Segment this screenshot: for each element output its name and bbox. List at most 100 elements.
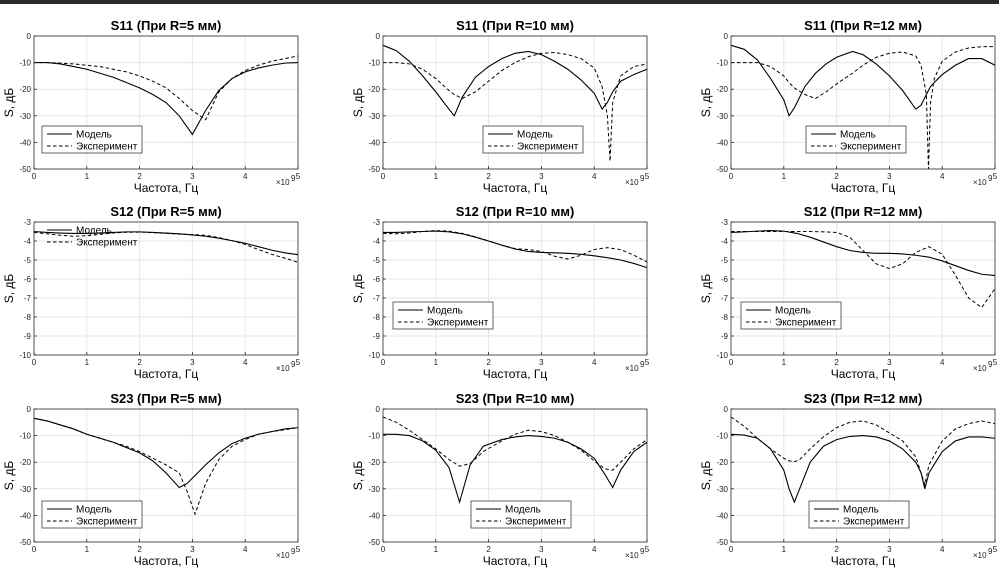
x-tick-label: 3 xyxy=(539,358,544,367)
x-tick-label: 3 xyxy=(539,172,544,181)
x-axis-label: Частота, Гц xyxy=(483,367,548,381)
x-tick-label: 0 xyxy=(381,358,386,367)
legend-box xyxy=(392,301,494,330)
y-tick-label: -5 xyxy=(373,256,381,265)
x-tick-label: 3 xyxy=(190,545,195,554)
y-tick-label: -3 xyxy=(373,218,381,227)
chart-panel-3: 0 1 2 3 4 5 0 -10 -20 -30 -40 -50 ×10 9 S11 (При R=12 … xyxy=(699,18,998,195)
chart-panel-1: 0 1 2 3 4 5 0 -10 -20 -30 -40 -50 ×10 9 S11 (При R=5 м… xyxy=(2,18,301,195)
y-tick-label: -50 xyxy=(716,165,728,174)
model-series-line xyxy=(34,62,299,136)
y-tick-label: -20 xyxy=(368,85,380,94)
x-tick-label: 3 xyxy=(190,358,195,367)
y-tick-label: -30 xyxy=(19,112,31,121)
x-axis-label: Частота, Гц xyxy=(831,554,896,568)
y-tick-label: -4 xyxy=(24,237,32,246)
legend-entry: Модель xyxy=(427,306,463,317)
y-tick-label: -20 xyxy=(19,85,31,94)
x-tick-label: 0 xyxy=(381,545,386,554)
chart-panel-2: 0 1 2 3 4 5 0 -10 -20 -30 -40 -50 ×10 9 S11 (При R=10 … xyxy=(351,18,650,195)
y-tick-label: -40 xyxy=(716,138,728,147)
y-tick-label: -30 xyxy=(368,485,380,494)
legend-entry: Эксперимент xyxy=(76,238,138,249)
x-exponent-label: ×10 xyxy=(625,178,639,187)
experiment-series-line xyxy=(33,417,299,516)
y-tick-label: -30 xyxy=(716,485,728,494)
x-tick-label: 4 xyxy=(940,358,945,367)
x-exponent-label: ×10 xyxy=(973,364,987,373)
x-tick-label: 2 xyxy=(834,545,839,554)
x-tick-label: 5 xyxy=(645,172,650,181)
x-exponent-power: 9 xyxy=(988,360,993,369)
legend-entry: Модель xyxy=(505,505,541,516)
chart-panel-5: 0 1 2 3 4 5 -3 -4 -5 -6 -7 -8 -9 -10 ×10 9 S12 (При R=10… xyxy=(351,204,650,381)
y-tick-label: -20 xyxy=(368,458,380,467)
model-series-line xyxy=(382,44,648,117)
x-exponent-label: ×10 xyxy=(276,178,290,187)
x-tick-label: 3 xyxy=(887,545,892,554)
x-tick-label: 3 xyxy=(190,172,195,181)
legend-entry: Модель xyxy=(76,130,112,141)
y-tick-label: -30 xyxy=(716,112,728,121)
y-tick-label: -20 xyxy=(716,458,728,467)
x-tick-label: 2 xyxy=(486,545,491,554)
legend-box xyxy=(41,125,143,154)
legend-box xyxy=(482,125,584,154)
x-tick-label: 5 xyxy=(993,545,998,554)
experiment-series-line xyxy=(731,46,995,170)
chart-panel-7: 0 1 2 3 4 5 0 -10 -20 -30 -40 -50 ×10 9 S23 (При R=5 м… xyxy=(2,391,301,568)
x-tick-label: 0 xyxy=(381,172,386,181)
x-axis-label: Частота, Гц xyxy=(831,181,896,195)
experiment-series-line xyxy=(382,230,648,263)
legend-entry: Эксперимент xyxy=(76,142,138,153)
legend-box xyxy=(805,125,907,154)
axes-frame xyxy=(382,221,648,356)
y-axis-label: S, дБ xyxy=(699,274,713,304)
x-exponent-label: ×10 xyxy=(276,551,290,560)
x-tick-label: 4 xyxy=(592,358,597,367)
y-axis-label: S, дБ xyxy=(699,461,713,491)
experiment-series-line xyxy=(34,55,299,121)
y-tick-label: -10 xyxy=(716,351,728,360)
legend-entry: Модель xyxy=(843,505,879,516)
y-tick-label: -50 xyxy=(368,165,380,174)
y-tick-label: -8 xyxy=(24,313,32,322)
y-tick-label: -30 xyxy=(19,485,31,494)
x-tick-label: 4 xyxy=(243,172,248,181)
axes-frame xyxy=(730,408,996,543)
x-tick-label: 1 xyxy=(85,545,90,554)
y-axis-label: S, дБ xyxy=(351,88,365,118)
legend-box xyxy=(41,500,143,529)
axes-frame xyxy=(33,35,299,170)
y-tick-label: -9 xyxy=(721,332,729,341)
legend-entry: Эксперимент xyxy=(76,517,138,528)
x-exponent-power: 9 xyxy=(640,360,645,369)
experiment-series-line xyxy=(731,231,996,309)
x-tick-label: 2 xyxy=(486,358,491,367)
x-exponent-label: ×10 xyxy=(973,551,987,560)
chart-title: S11 (При R=5 мм) xyxy=(111,18,222,33)
x-tick-label: 5 xyxy=(296,358,301,367)
x-tick-label: 4 xyxy=(243,545,248,554)
y-tick-label: -30 xyxy=(368,112,380,121)
y-tick-label: -5 xyxy=(721,256,729,265)
x-tick-label: 1 xyxy=(782,172,787,181)
x-axis-label: Частота, Гц xyxy=(134,554,199,568)
plot-area xyxy=(383,222,647,355)
y-tick-label: -50 xyxy=(368,538,380,547)
y-tick-label: 0 xyxy=(27,405,32,414)
legend-entry: Эксперимент xyxy=(517,142,579,153)
y-tick-label: 0 xyxy=(724,32,729,41)
x-tick-label: 2 xyxy=(137,358,142,367)
axes-frame xyxy=(382,35,648,170)
y-tick-label: -10 xyxy=(19,59,31,68)
x-exponent-label: ×10 xyxy=(625,364,639,373)
x-axis-label: Частота, Гц xyxy=(483,554,548,568)
x-axis-label: Частота, Гц xyxy=(134,367,199,381)
x-axis-label: Частота, Гц xyxy=(831,367,896,381)
x-tick-label: 0 xyxy=(32,172,37,181)
